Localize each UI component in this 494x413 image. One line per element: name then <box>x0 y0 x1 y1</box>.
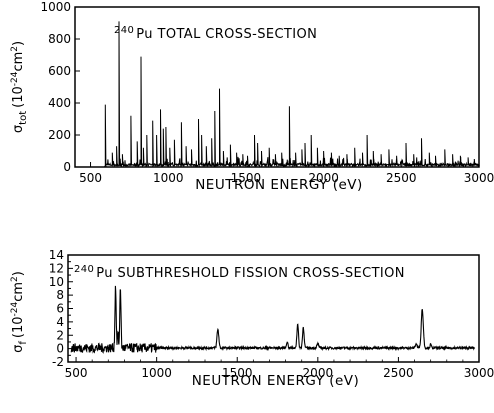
y-tick-label: 400 <box>48 96 71 110</box>
total-cross-section-trace <box>104 21 480 168</box>
y-tick-label: 8 <box>56 288 64 302</box>
bottom-x-axis-label: NEUTRON ENERGY (eV) <box>192 373 360 389</box>
y-tick-label: 1000 <box>40 0 71 14</box>
y-tick-label: 12 <box>49 261 64 275</box>
x-tick-label: 1000 <box>141 366 172 380</box>
y-tick-label: 4 <box>56 315 64 329</box>
bottom-chart-title: 240 Pu SUBTHRESHOLD FISSION CROSS-SECTION <box>74 264 405 281</box>
y-tick-label: 6 <box>56 302 64 316</box>
x-tick-label: 3000 <box>464 171 494 185</box>
y-tick-label: 10 <box>49 275 64 289</box>
y-tick-label: 600 <box>48 64 71 78</box>
y-tick-label: 2 <box>56 328 64 342</box>
y-tick-label: 0 <box>63 160 71 174</box>
top-chart-title: 240 Pu TOTAL CROSS-SECTION <box>114 25 317 42</box>
bottom-x-ticks: 500 1000 1500 2000 2500 3000 <box>65 357 494 380</box>
top-x-axis-label: NEUTRON ENERGY (eV) <box>195 177 363 193</box>
y-tick-label: -2 <box>52 355 64 369</box>
x-tick-label: 2000 <box>303 366 334 380</box>
top-y-axis-label: σtot(10-24cm2) <box>10 41 29 133</box>
total-cross-section-chart: 0 200 400 600 800 1000 500 1000 1500 2000 2500 300… <box>10 0 494 193</box>
top-y-ticks: 0 200 400 600 800 1000 <box>40 0 80 174</box>
y-tick-label: 200 <box>48 128 71 142</box>
y-tick-label: 800 <box>48 32 71 46</box>
fission-cross-section-trace <box>70 285 476 354</box>
y-tick-label: 14 <box>49 248 64 262</box>
x-tick-label: 1500 <box>231 171 262 185</box>
y-tick-label: 0 <box>56 342 64 356</box>
x-tick-label: 2500 <box>383 366 414 380</box>
x-tick-label: 2000 <box>308 171 339 185</box>
bottom-y-axis-label: σf(10-24cm2) <box>10 271 29 353</box>
x-tick-label: 3000 <box>464 366 494 380</box>
top-x-ticks: 500 1000 1500 2000 2500 3000 <box>79 162 494 185</box>
x-tick-label: 2500 <box>386 171 417 185</box>
x-tick-label: 1500 <box>222 366 253 380</box>
x-tick-label: 500 <box>65 366 88 380</box>
x-tick-label: 1000 <box>153 171 184 185</box>
x-tick-label: 500 <box>79 171 102 185</box>
